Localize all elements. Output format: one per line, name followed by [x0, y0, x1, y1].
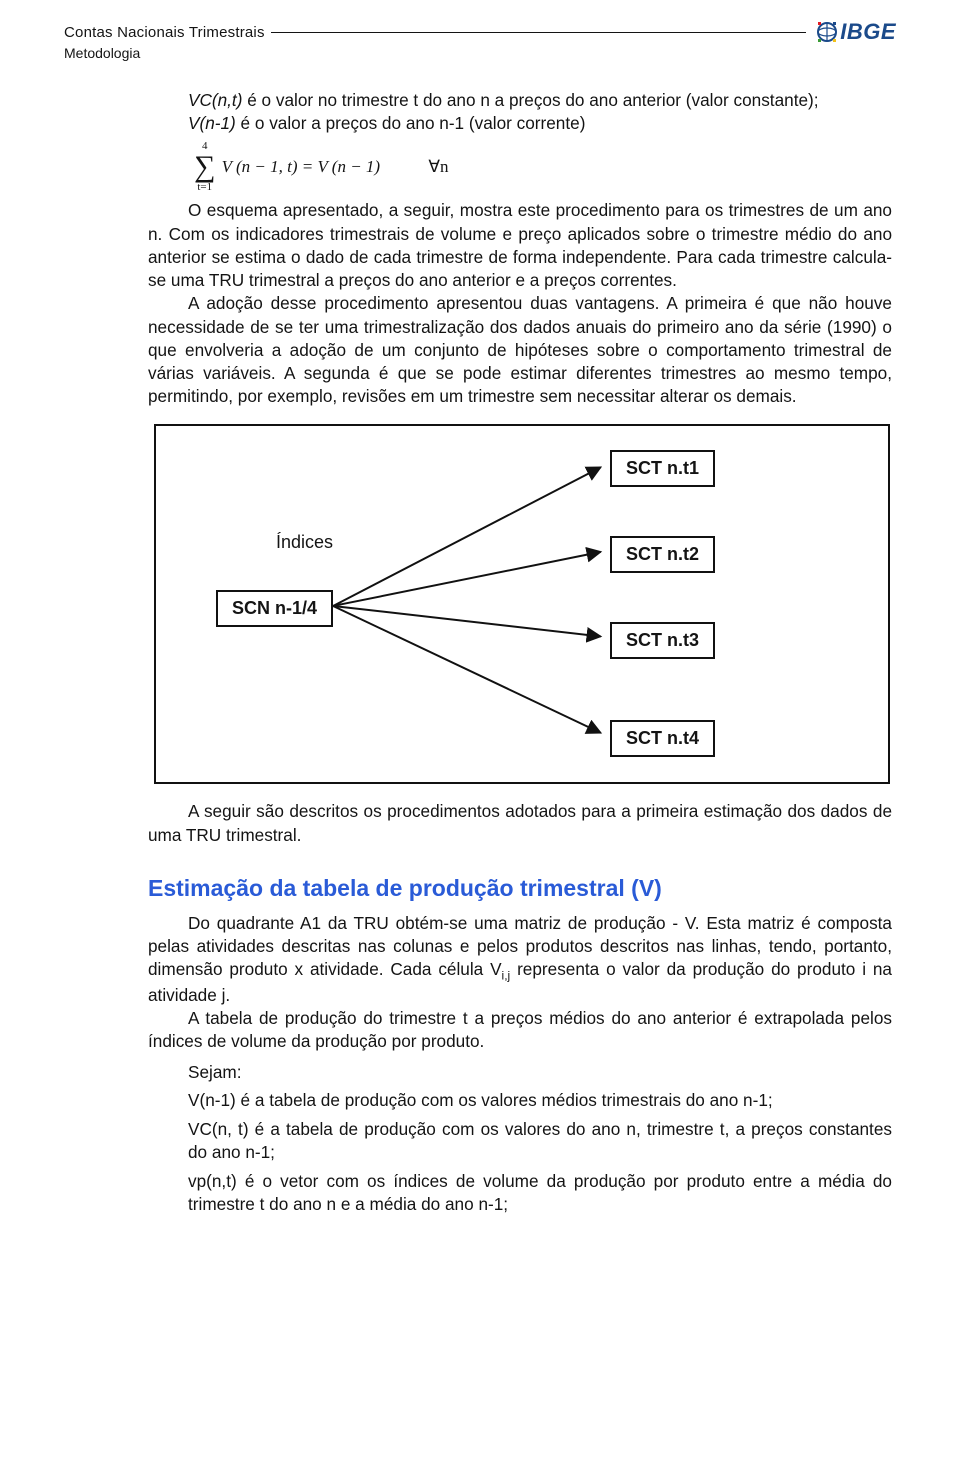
ibge-logo: IBGE	[816, 19, 896, 45]
definition-v: V(n-1) é o valor a preços do ano n-1 (va…	[188, 112, 892, 135]
def-block-2: VC(n, t) é a tabela de produção com os v…	[188, 1118, 892, 1164]
paragraph-5-text: A tabela de produção do trimestre t a pr…	[148, 1008, 892, 1051]
definition-vc-text: é o valor no trimestre t do ano n a preç…	[242, 90, 818, 110]
section-heading: Estimação da tabela de produção trimestr…	[148, 875, 896, 902]
paragraph-1: O esquema apresentado, a seguir, mostra …	[148, 199, 892, 292]
definition-vc: VC(n,t) é o valor no trimestre t do ano …	[188, 89, 892, 112]
paragraph-2: A adoção desse procedimento apresentou d…	[148, 292, 892, 408]
sum-lower: t=1	[194, 182, 215, 193]
flow-diagram: Índices SCN n-1/4 SCT n.t1 SCT n.t2 SCT …	[154, 424, 890, 784]
symbol-vc: VC(n,t)	[188, 90, 242, 110]
globe-icon	[816, 21, 838, 43]
paragraph-1-text: O esquema apresentado, a seguir, mostra …	[148, 200, 892, 290]
indices-label: Índices	[276, 532, 333, 553]
logo-text: IBGE	[840, 19, 896, 45]
target-node-3: SCT n.t3	[610, 622, 715, 659]
paragraph-3-text: A seguir são descritos os procedimentos …	[148, 801, 892, 844]
paragraph-2-text: A adoção desse procedimento apresentou d…	[148, 293, 892, 406]
header-rule	[271, 32, 807, 33]
source-node: SCN n-1/4	[216, 590, 333, 627]
def-block-1: V(n-1) é a tabela de produção com os val…	[188, 1089, 892, 1112]
symbol-v: V(n-1)	[188, 113, 236, 133]
target-node-1: SCT n.t1	[610, 450, 715, 487]
formula-forall: ∀n	[428, 157, 448, 176]
subscript-ij: i,j	[502, 969, 511, 983]
def-block-3: vp(n,t) é o vetor com os índices de volu…	[188, 1170, 892, 1216]
paragraph-4: Do quadrante A1 da TRU obtém-se uma matr…	[148, 912, 892, 1007]
paragraph-5: A tabela de produção do trimestre t a pr…	[148, 1007, 892, 1053]
summation-formula: 4 ∑ t=1 V (n − 1, t) = V (n − 1) ∀n	[194, 141, 896, 193]
target-node-2: SCT n.t2	[610, 536, 715, 573]
definition-v-text: é o valor a preços do ano n-1 (valor cor…	[236, 113, 586, 133]
doc-title: Contas Nacionais Trimestrais	[64, 24, 265, 41]
sejam-label: Sejam:	[188, 1062, 896, 1083]
paragraph-3: A seguir são descritos os procedimentos …	[148, 800, 892, 846]
doc-subtitle: Metodologia	[64, 45, 896, 61]
formula-body: V (n − 1, t) = V (n − 1)	[222, 157, 380, 176]
target-node-4: SCT n.t4	[610, 720, 715, 757]
